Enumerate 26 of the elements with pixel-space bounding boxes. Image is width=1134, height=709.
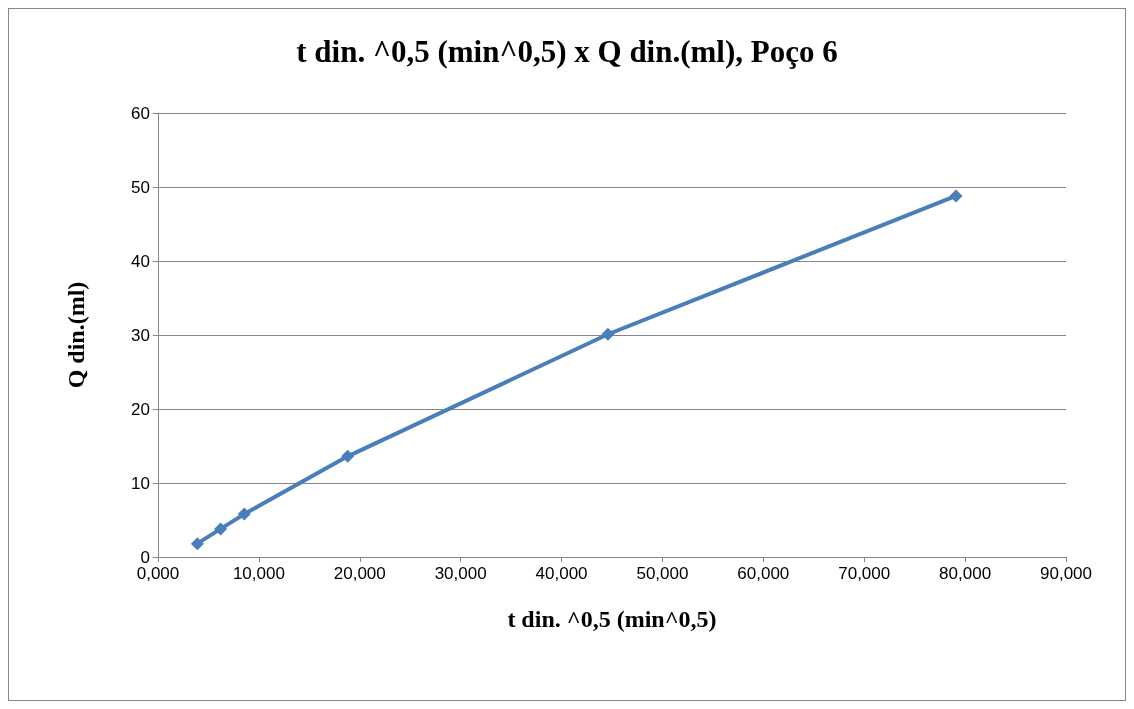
x-tick-label: 80,000 (939, 564, 992, 583)
x-tick-label: 50,000 (636, 564, 689, 583)
point (237, 507, 251, 521)
x-tick-label: 30,000 (434, 564, 487, 583)
x-axis-title: t din. ^0,5 (min^0,5) (507, 606, 717, 632)
x-tick-label: 90,000 (1040, 564, 1092, 583)
point (949, 189, 963, 203)
point (214, 522, 228, 536)
x-tick-label: 10,000 (232, 564, 285, 583)
y-tick-label: 0 (140, 547, 150, 567)
y-tick-label: 30 (131, 325, 150, 345)
y-tick-label: 20 (131, 399, 150, 419)
point (341, 449, 355, 463)
y-axis-title: Q din.(ml) (63, 281, 89, 389)
x-tick-label: 0,000 (136, 564, 180, 583)
x-tick-label: 20,000 (333, 564, 386, 583)
y-tick-label: 40 (131, 251, 150, 271)
chart-title: t din. ^0,5 (min^0,5) x Q din.(ml), Poço 6 (296, 34, 838, 69)
x-tick-label: 40,000 (535, 564, 588, 583)
y-tick-label: 60 (131, 103, 150, 123)
point (601, 327, 615, 341)
x-tick-label: 60,000 (737, 564, 790, 583)
y-tick-label: 50 (131, 177, 150, 197)
point (190, 537, 204, 551)
x-tick-label: 70,000 (838, 564, 891, 583)
y-tick-label: 10 (131, 473, 150, 493)
